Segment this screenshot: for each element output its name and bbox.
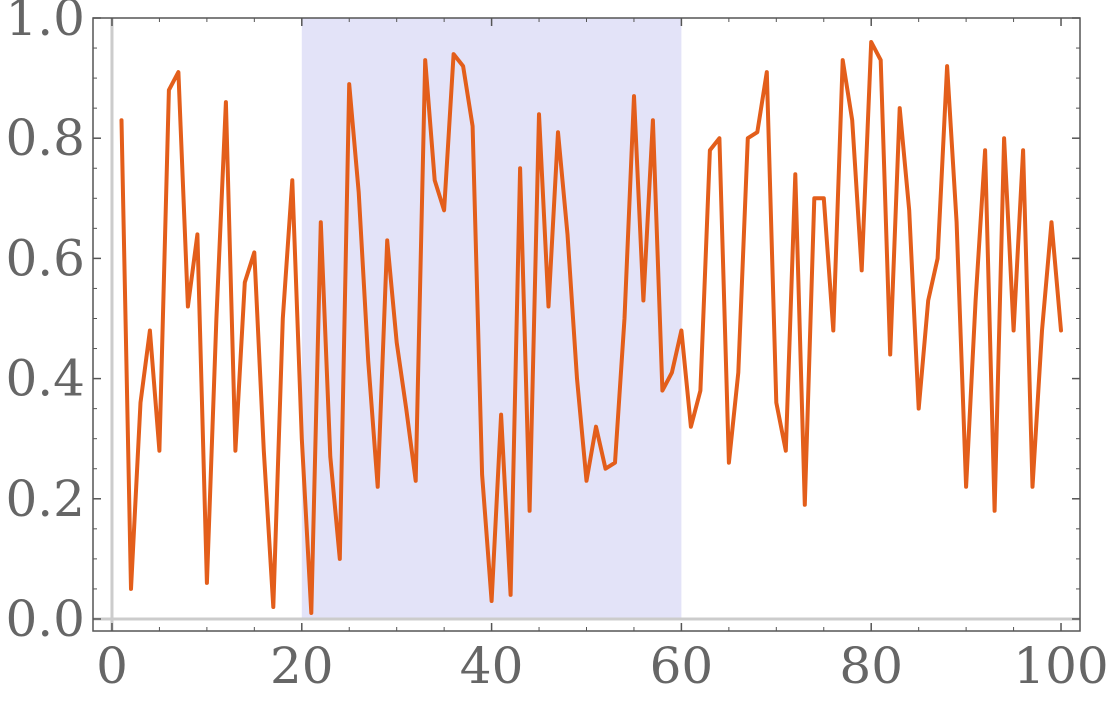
x-tick-label: 80 [839, 637, 903, 695]
x-tick-label: 60 [650, 637, 714, 695]
x-tick-label: 100 [1013, 637, 1108, 695]
x-tick-label: 40 [460, 637, 524, 695]
y-tick-label: 0.2 [5, 470, 85, 528]
tick-labels-layer: 0 20 40 60 80 100 0.0 0.2 0.4 0.6 0.8 1.0 [5, 0, 1108, 695]
ticks-layer [93, 17, 1080, 631]
y-tick-label: 0.8 [5, 109, 85, 167]
y-tick-label: 0.6 [5, 229, 85, 287]
y-tick-label: 0.0 [5, 590, 85, 648]
series-line [119, 40, 1063, 615]
y-tick-label: 1.0 [5, 0, 85, 47]
y-tick-label: 0.4 [5, 350, 85, 408]
series-layer [119, 40, 1063, 615]
x-tick-label: 20 [270, 637, 334, 695]
x-tick-label: 0 [96, 637, 128, 695]
axes-layer [93, 18, 1080, 631]
